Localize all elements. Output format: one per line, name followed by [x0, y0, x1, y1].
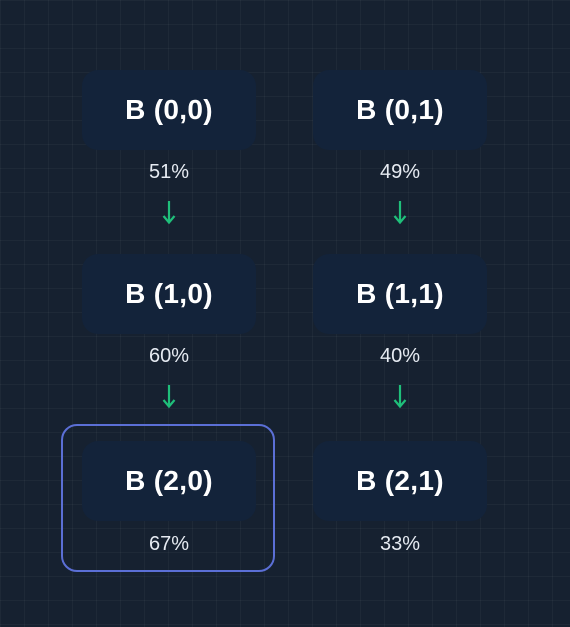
arrow-down-icon	[393, 385, 407, 409]
block-1-1-percent: 40%	[379, 345, 421, 367]
block-0-0[interactable]: B (0,0)	[82, 70, 256, 150]
block-0-1[interactable]: B (0,1)	[313, 70, 487, 150]
block-0-0-percent: 51%	[148, 161, 190, 183]
block-1-1[interactable]: B (1,1)	[313, 254, 487, 334]
block-1-0[interactable]: B (1,0)	[82, 254, 256, 334]
block-1-0-percent: 60%	[148, 345, 190, 367]
block-2-1-percent: 33%	[379, 533, 421, 555]
block-2-0-percent: 67%	[148, 533, 190, 555]
arrow-down-icon	[162, 385, 176, 409]
arrow-down-icon	[393, 201, 407, 225]
arrow-down-icon	[162, 201, 176, 225]
block-0-1-percent: 49%	[379, 161, 421, 183]
block-2-1[interactable]: B (2,1)	[313, 441, 487, 521]
selection-frame	[61, 424, 275, 572]
block-2-0[interactable]: B (2,0)	[82, 441, 256, 521]
